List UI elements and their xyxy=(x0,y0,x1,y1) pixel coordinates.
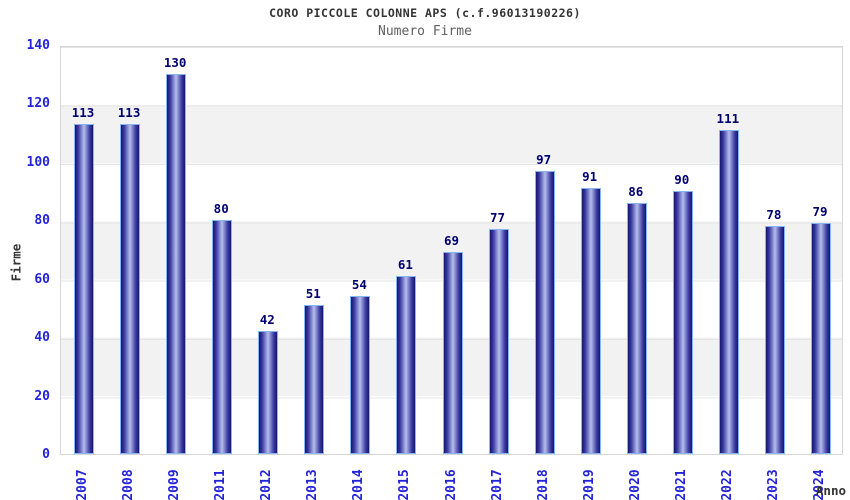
bar xyxy=(810,223,831,454)
bar xyxy=(580,188,601,454)
bar-value-label: 79 xyxy=(812,204,828,219)
bar xyxy=(304,305,325,454)
bar-value-label: 130 xyxy=(163,55,187,70)
bar-value-label: 42 xyxy=(259,312,275,327)
x-tick-label: 2018 xyxy=(535,469,551,500)
y-tick-label: 140 xyxy=(26,38,50,53)
bar-value-label: 113 xyxy=(71,105,95,120)
bar xyxy=(120,124,141,454)
y-tick-label: 60 xyxy=(34,271,50,287)
bar-value-label: 90 xyxy=(674,172,690,187)
x-tick-label: 2019 xyxy=(581,469,597,500)
bar xyxy=(534,171,555,454)
bar xyxy=(764,226,785,454)
bar-value-label: 86 xyxy=(628,184,644,199)
x-tick-label: 2022 xyxy=(719,469,735,500)
y-tick-label: 100 xyxy=(26,154,50,170)
x-tick-label: 2007 xyxy=(75,469,91,500)
bar xyxy=(350,296,371,454)
bar-value-label: 91 xyxy=(582,169,598,184)
x-axis-title: Anno xyxy=(815,483,846,498)
y-tick-label: 40 xyxy=(34,330,50,346)
y-tick-label: 80 xyxy=(34,213,50,229)
x-tick-label: 2014 xyxy=(351,469,367,500)
bar-value-label: 61 xyxy=(397,257,413,272)
bar-value-label: 51 xyxy=(305,286,321,301)
bar-value-label: 80 xyxy=(213,201,229,216)
bar xyxy=(626,203,647,454)
bar xyxy=(212,220,233,454)
x-tick-label: 2012 xyxy=(259,469,275,500)
x-tick-label: 2020 xyxy=(627,469,643,500)
bar-value-label: 54 xyxy=(351,277,367,292)
bar-value-label: 69 xyxy=(443,233,460,248)
y-tick-label: 20 xyxy=(34,388,50,404)
bar xyxy=(74,124,95,454)
plot-area xyxy=(60,46,843,455)
bar xyxy=(442,252,463,454)
x-tick-label: 2015 xyxy=(397,469,413,500)
x-tick-label: 2017 xyxy=(489,469,505,500)
y-tick-label: 0 xyxy=(42,447,50,462)
x-tick-label: 2008 xyxy=(121,469,137,500)
bar-value-label: 113 xyxy=(117,105,141,120)
chart-subtitle: Numero Firme xyxy=(378,24,472,39)
bar xyxy=(166,74,187,454)
x-tick-label: 2009 xyxy=(167,469,183,500)
bar xyxy=(258,331,279,454)
x-tick-label: 2016 xyxy=(443,469,459,500)
bar-value-label: 78 xyxy=(766,207,782,222)
bar-value-label: 77 xyxy=(490,210,506,225)
x-tick-label: 2013 xyxy=(305,469,321,500)
bar xyxy=(488,229,509,454)
bar xyxy=(672,191,693,454)
x-tick-label: 2021 xyxy=(673,469,689,500)
bar-value-label: 97 xyxy=(536,152,552,167)
x-tick-label: 2011 xyxy=(213,469,229,500)
bar-value-label: 111 xyxy=(716,111,740,126)
x-tick-label: 2023 xyxy=(765,469,781,500)
chart-title: CORO PICCOLE COLONNE APS (c.f.9601319022… xyxy=(269,6,581,20)
y-tick-label: 120 xyxy=(26,96,50,112)
bar xyxy=(718,130,739,454)
bar xyxy=(396,276,417,454)
